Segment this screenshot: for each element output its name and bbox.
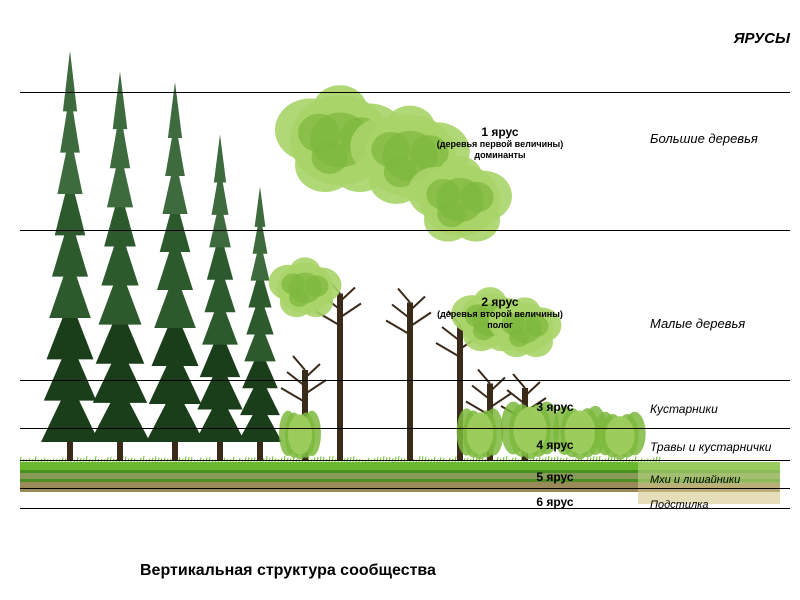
forest-diagram [0,30,800,540]
tier-right-label-2: Малые деревья [650,315,790,333]
tier-label-5: 5 ярус [475,470,635,484]
tier-num: 6 ярус [536,495,573,509]
tier-right-text: Кустарники [650,402,718,416]
tier-right-label-4: Травы и кустарнички [650,438,790,456]
tier-sub1: (деревья первой величины) [420,139,580,150]
tier-sub2: доминанты [420,150,580,161]
tier-right-label-5: Мхи и лишайники [650,470,790,488]
tier-num: 2 ярус [481,295,518,309]
tier-right-text: Малые деревья [650,316,745,331]
tier-divider-bottom [20,508,790,509]
tier-divider [20,230,790,231]
tier-label-2: 2 ярус(деревья второй величины)полог [420,295,580,331]
tier-label-4: 4 ярус [475,438,635,452]
tier-label-3: 3 ярус [475,400,635,414]
tier-label-1: 1 ярус(деревья первой величины)доминанты [420,125,580,161]
tier-num: 1 ярус [481,125,518,139]
tier-divider [20,92,790,93]
tier-divider [20,460,790,461]
tier-right-label-3: Кустарники [650,400,790,418]
tier-divider [20,488,790,489]
forest-illustration [20,30,800,540]
diagram-caption: Вертикальная структура сообщества [140,562,436,580]
tier-right-label-1: Большие деревья [650,130,790,148]
tier-right-label-6: Подстилка [650,495,790,513]
tier-sub1: (деревья второй величины) [420,309,580,320]
tier-right-text: Большие деревья [650,131,758,146]
tier-right-text: Подстилка [650,499,708,511]
tier-right-text: Мхи и лишайники [650,474,740,486]
tier-divider [20,380,790,381]
tier-num: 3 ярус [536,400,573,414]
tier-divider [20,428,790,429]
tier-num: 4 ярус [536,438,573,452]
tier-right-text: Травы и кустарнички [650,440,771,454]
tier-num: 5 ярус [536,470,573,484]
tier-sub2: полог [420,320,580,331]
